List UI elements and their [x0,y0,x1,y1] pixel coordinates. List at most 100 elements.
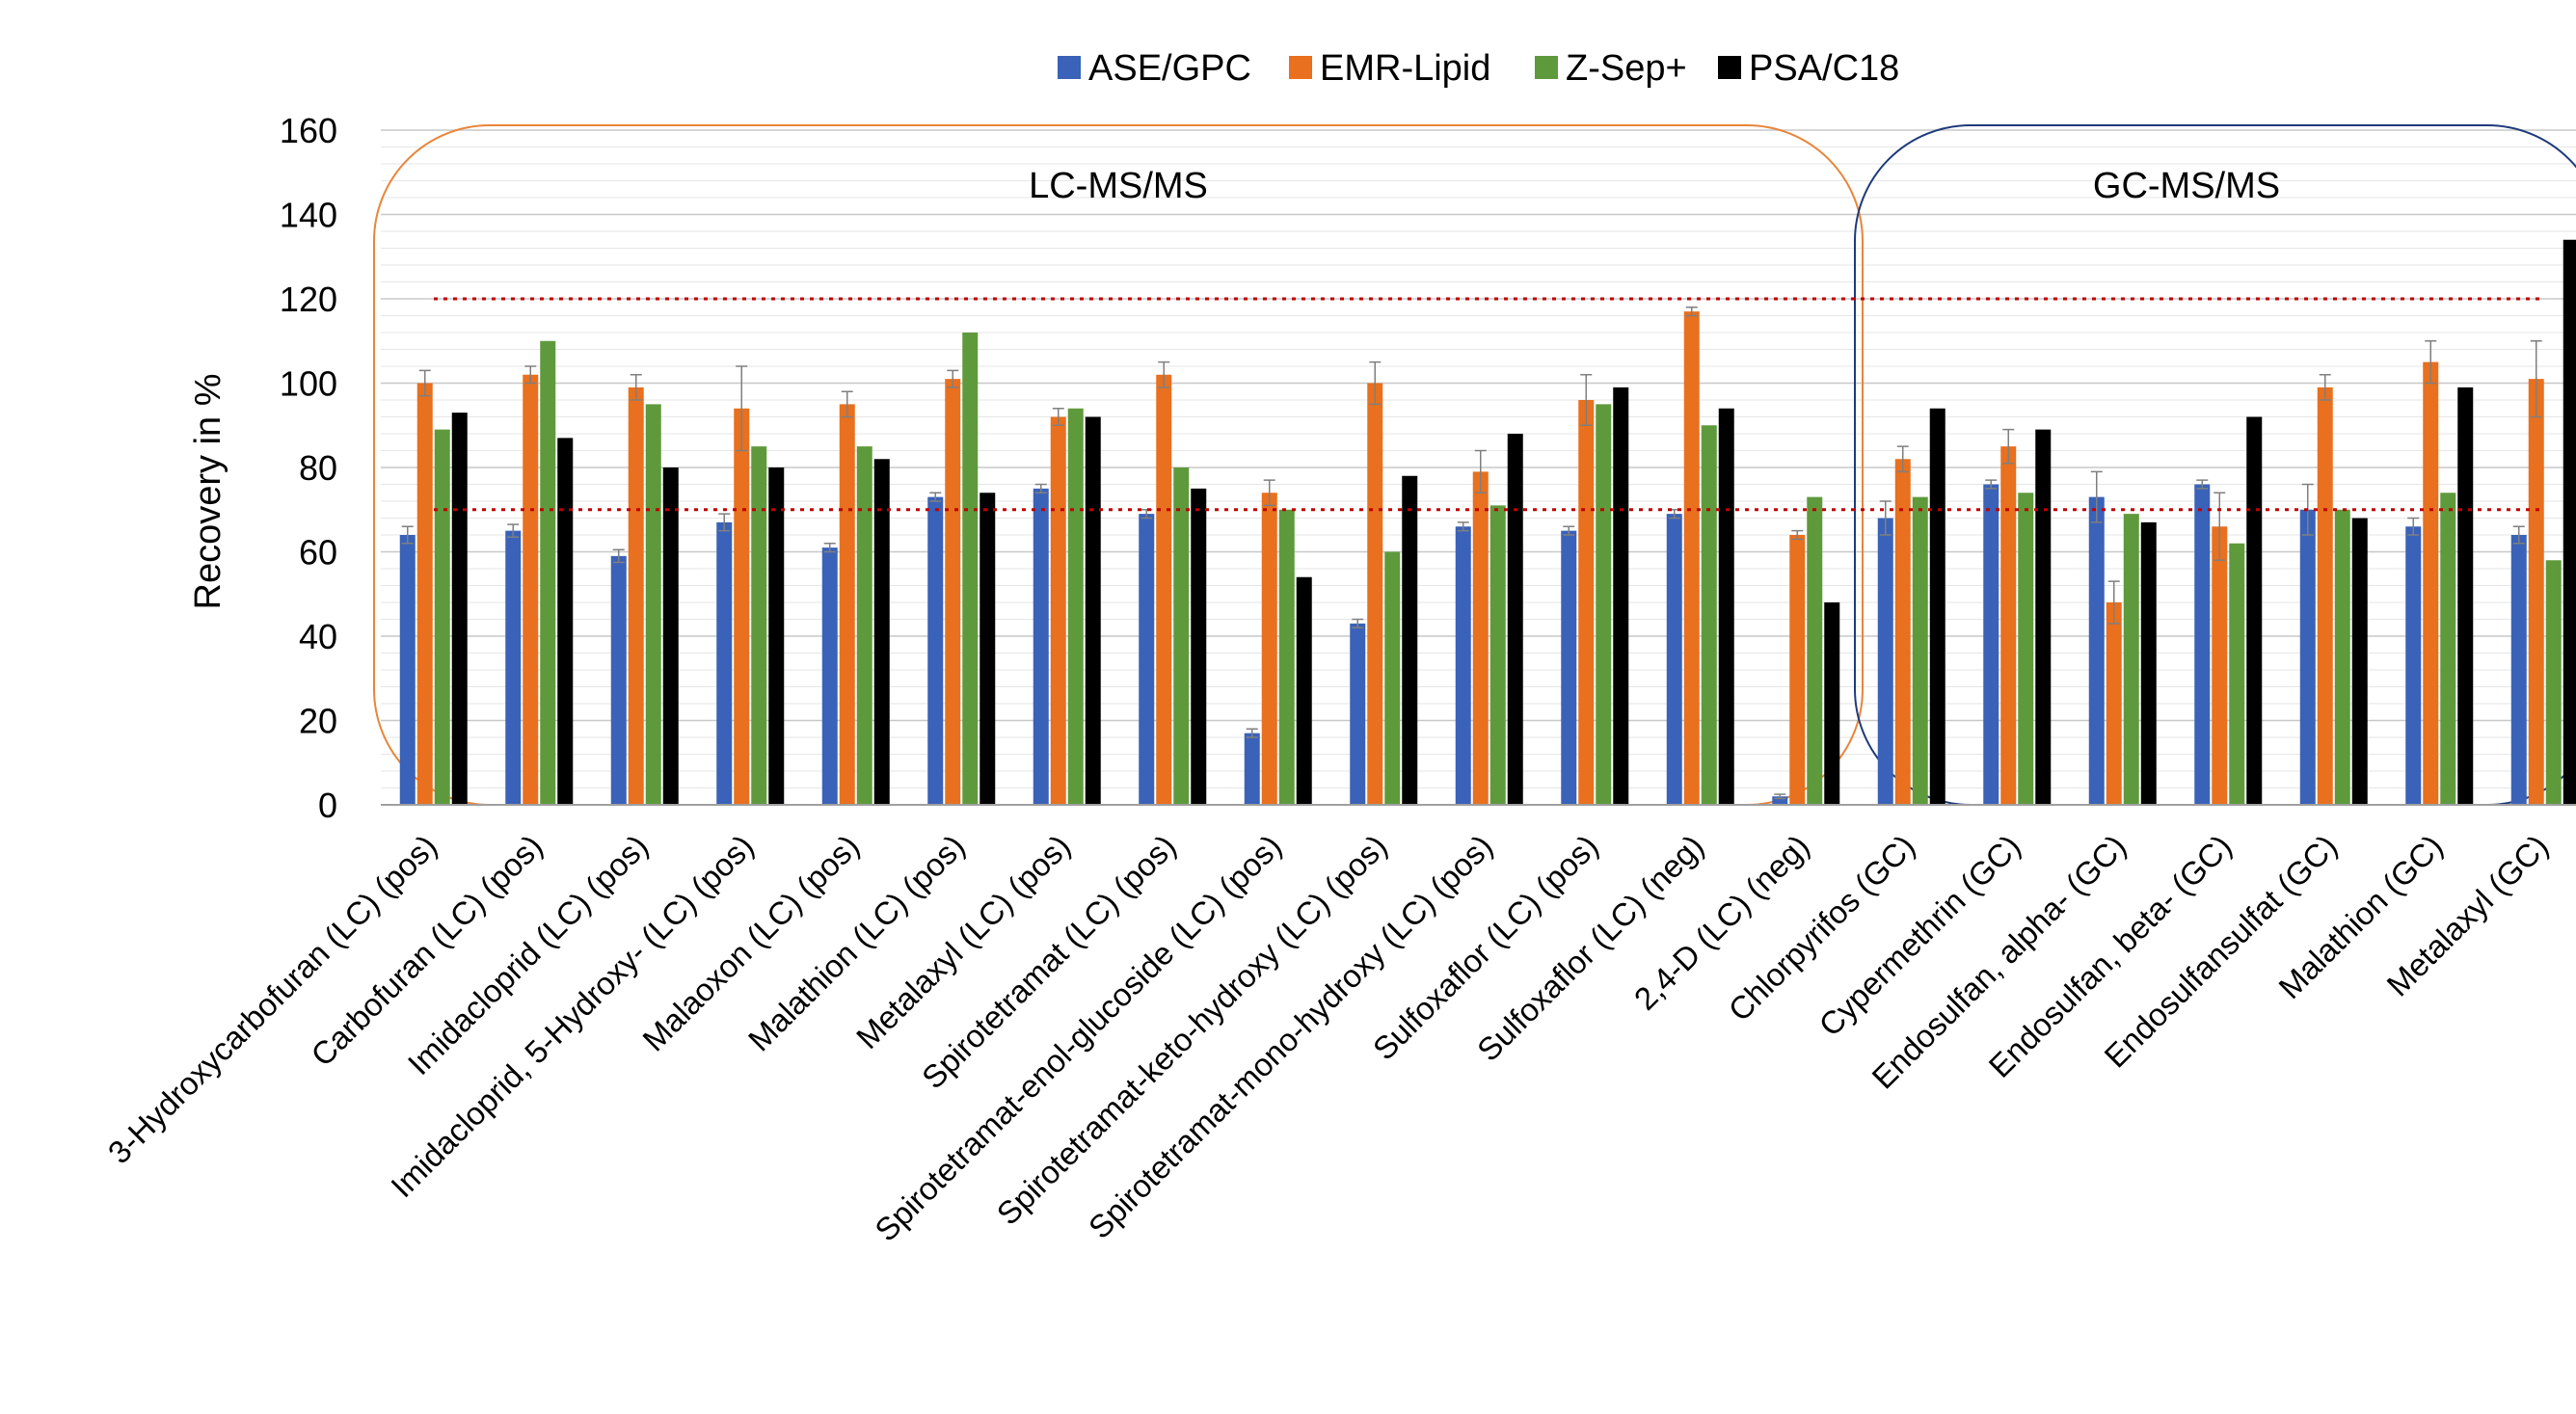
y-tick-label: 160 [280,111,337,150]
y-tick-label: 20 [299,702,337,741]
bar-ASE/GPC [1244,733,1260,805]
group-box [373,124,1864,806]
y-tick-label: 80 [299,448,337,488]
bar-ASE/GPC [1455,526,1471,805]
x-tick-label: Chlorpyrifos (GC) [1721,828,1921,1028]
bar-EMR-Lipid [945,379,961,805]
bar-ASE/GPC [1877,518,1893,805]
bar-Z-Sep+ [1596,404,1612,805]
legend-label: EMR-Lipid [1320,48,1490,89]
bar-PSA/C18 [1613,387,1629,805]
bar-EMR-Lipid [1894,459,1911,805]
x-tick-label: Spirotetramat-keto-hydroxy (LC) (pos) [990,828,1394,1232]
bar-Z-Sep+ [1489,505,1506,805]
bar-PSA/C18 [1296,576,1312,805]
y-tick-label: 60 [299,533,337,573]
bar-Z-Sep+ [1384,551,1401,805]
bar-EMR-Lipid [1472,471,1489,805]
bar-ASE/GPC [399,535,416,805]
bar-ASE/GPC [2088,496,2105,805]
bar-PSA/C18 [768,467,785,805]
y-tick-label: 120 [280,280,337,319]
bar-EMR-Lipid [2106,602,2122,805]
bar-ASE/GPC [1350,623,1366,805]
bar-Z-Sep+ [1278,509,1295,805]
y-tick-label: 100 [280,364,337,404]
bar-ASE/GPC [610,555,627,805]
bar-EMR-Lipid [523,374,539,805]
bar-Z-Sep+ [751,446,767,805]
bar-ASE/GPC [1772,796,1788,805]
x-tick-label: Cypermethrin (GC) [1811,828,2026,1043]
bar-PSA/C18 [557,438,574,805]
bar-ASE/GPC [927,496,944,805]
y-axis-title: Recovery in % [188,374,228,610]
bar-Z-Sep+ [2229,543,2245,805]
bar-PSA/C18 [2563,239,2576,805]
bar-ASE/GPC [2194,484,2211,805]
legend-swatch [1718,56,1741,79]
bar-PSA/C18 [1085,416,1101,805]
legend: ASE/GPC EMR-Lipid Z-Sep+ PSA/C18 [1058,48,1899,89]
legend-swatch [1535,56,1558,79]
bar-ASE/GPC [2510,535,2527,805]
bar-PSA/C18 [451,413,468,805]
bar-Z-Sep+ [856,446,872,805]
group-label: LC-MS/MS [1029,166,1208,206]
reference-lines [434,297,2540,512]
bar-Z-Sep+ [434,429,450,805]
bar-Z-Sep+ [2123,514,2139,805]
bar-ASE/GPC [716,521,733,805]
bar-Z-Sep+ [1067,408,1084,805]
bar-EMR-Lipid [1683,311,1700,805]
legend-swatch [1289,56,1312,79]
bar-PSA/C18 [662,467,679,805]
bar-ASE/GPC [1139,514,1155,805]
bar-EMR-Lipid [734,408,750,805]
bar-ASE/GPC [1983,484,1999,805]
bar-PSA/C18 [1824,602,1840,805]
bar-EMR-Lipid [1789,535,1806,805]
bar-PSA/C18 [1507,434,1523,805]
legend-label: ASE/GPC [1088,48,1251,89]
bar-Z-Sep+ [540,340,556,805]
bar-PSA/C18 [2035,429,2052,805]
bar-ASE/GPC [1033,488,1049,805]
y-tick-label: 0 [318,786,337,825]
bar-Z-Sep+ [1807,496,1823,805]
bar-EMR-Lipid [2528,379,2544,805]
bar-EMR-Lipid [416,383,433,805]
bar-ASE/GPC [1666,514,1682,805]
bar-PSA/C18 [1402,475,1418,805]
legend-label: Z-Sep+ [1566,48,1687,89]
bar-Z-Sep+ [2440,493,2456,805]
group-label: GC-MS/MS [2093,166,2280,206]
bars [399,239,2576,805]
bar-PSA/C18 [979,493,996,805]
bar-EMR-Lipid [1578,400,1595,805]
bar-PSA/C18 [2457,387,2474,805]
bar-PSA/C18 [1191,488,1207,805]
bar-EMR-Lipid [2317,387,2333,805]
bar-EMR-Lipid [2423,361,2439,805]
bar-PSA/C18 [1718,408,1734,805]
bar-EMR-Lipid [2000,446,2017,805]
bar-EMR-Lipid [1050,416,1066,805]
bar-Z-Sep+ [1912,496,1928,805]
bar-PSA/C18 [2246,416,2263,805]
bar-EMR-Lipid [1367,383,1383,805]
bar-EMR-Lipid [1261,493,1277,805]
bar-EMR-Lipid [839,404,855,805]
bar-Z-Sep+ [2018,493,2034,805]
bar-Z-Sep+ [1701,425,1717,805]
bar-ASE/GPC [1561,530,1577,805]
bar-EMR-Lipid [2212,526,2228,805]
bar-PSA/C18 [1929,408,1945,805]
bar-PSA/C18 [2140,521,2157,805]
legend-label: PSA/C18 [1749,48,1899,89]
bar-PSA/C18 [2351,518,2368,805]
bar-ASE/GPC [505,530,522,805]
bar-ASE/GPC [2299,509,2316,805]
x-tick-label: 2,4-D (LC) (neg) [1627,828,1816,1017]
